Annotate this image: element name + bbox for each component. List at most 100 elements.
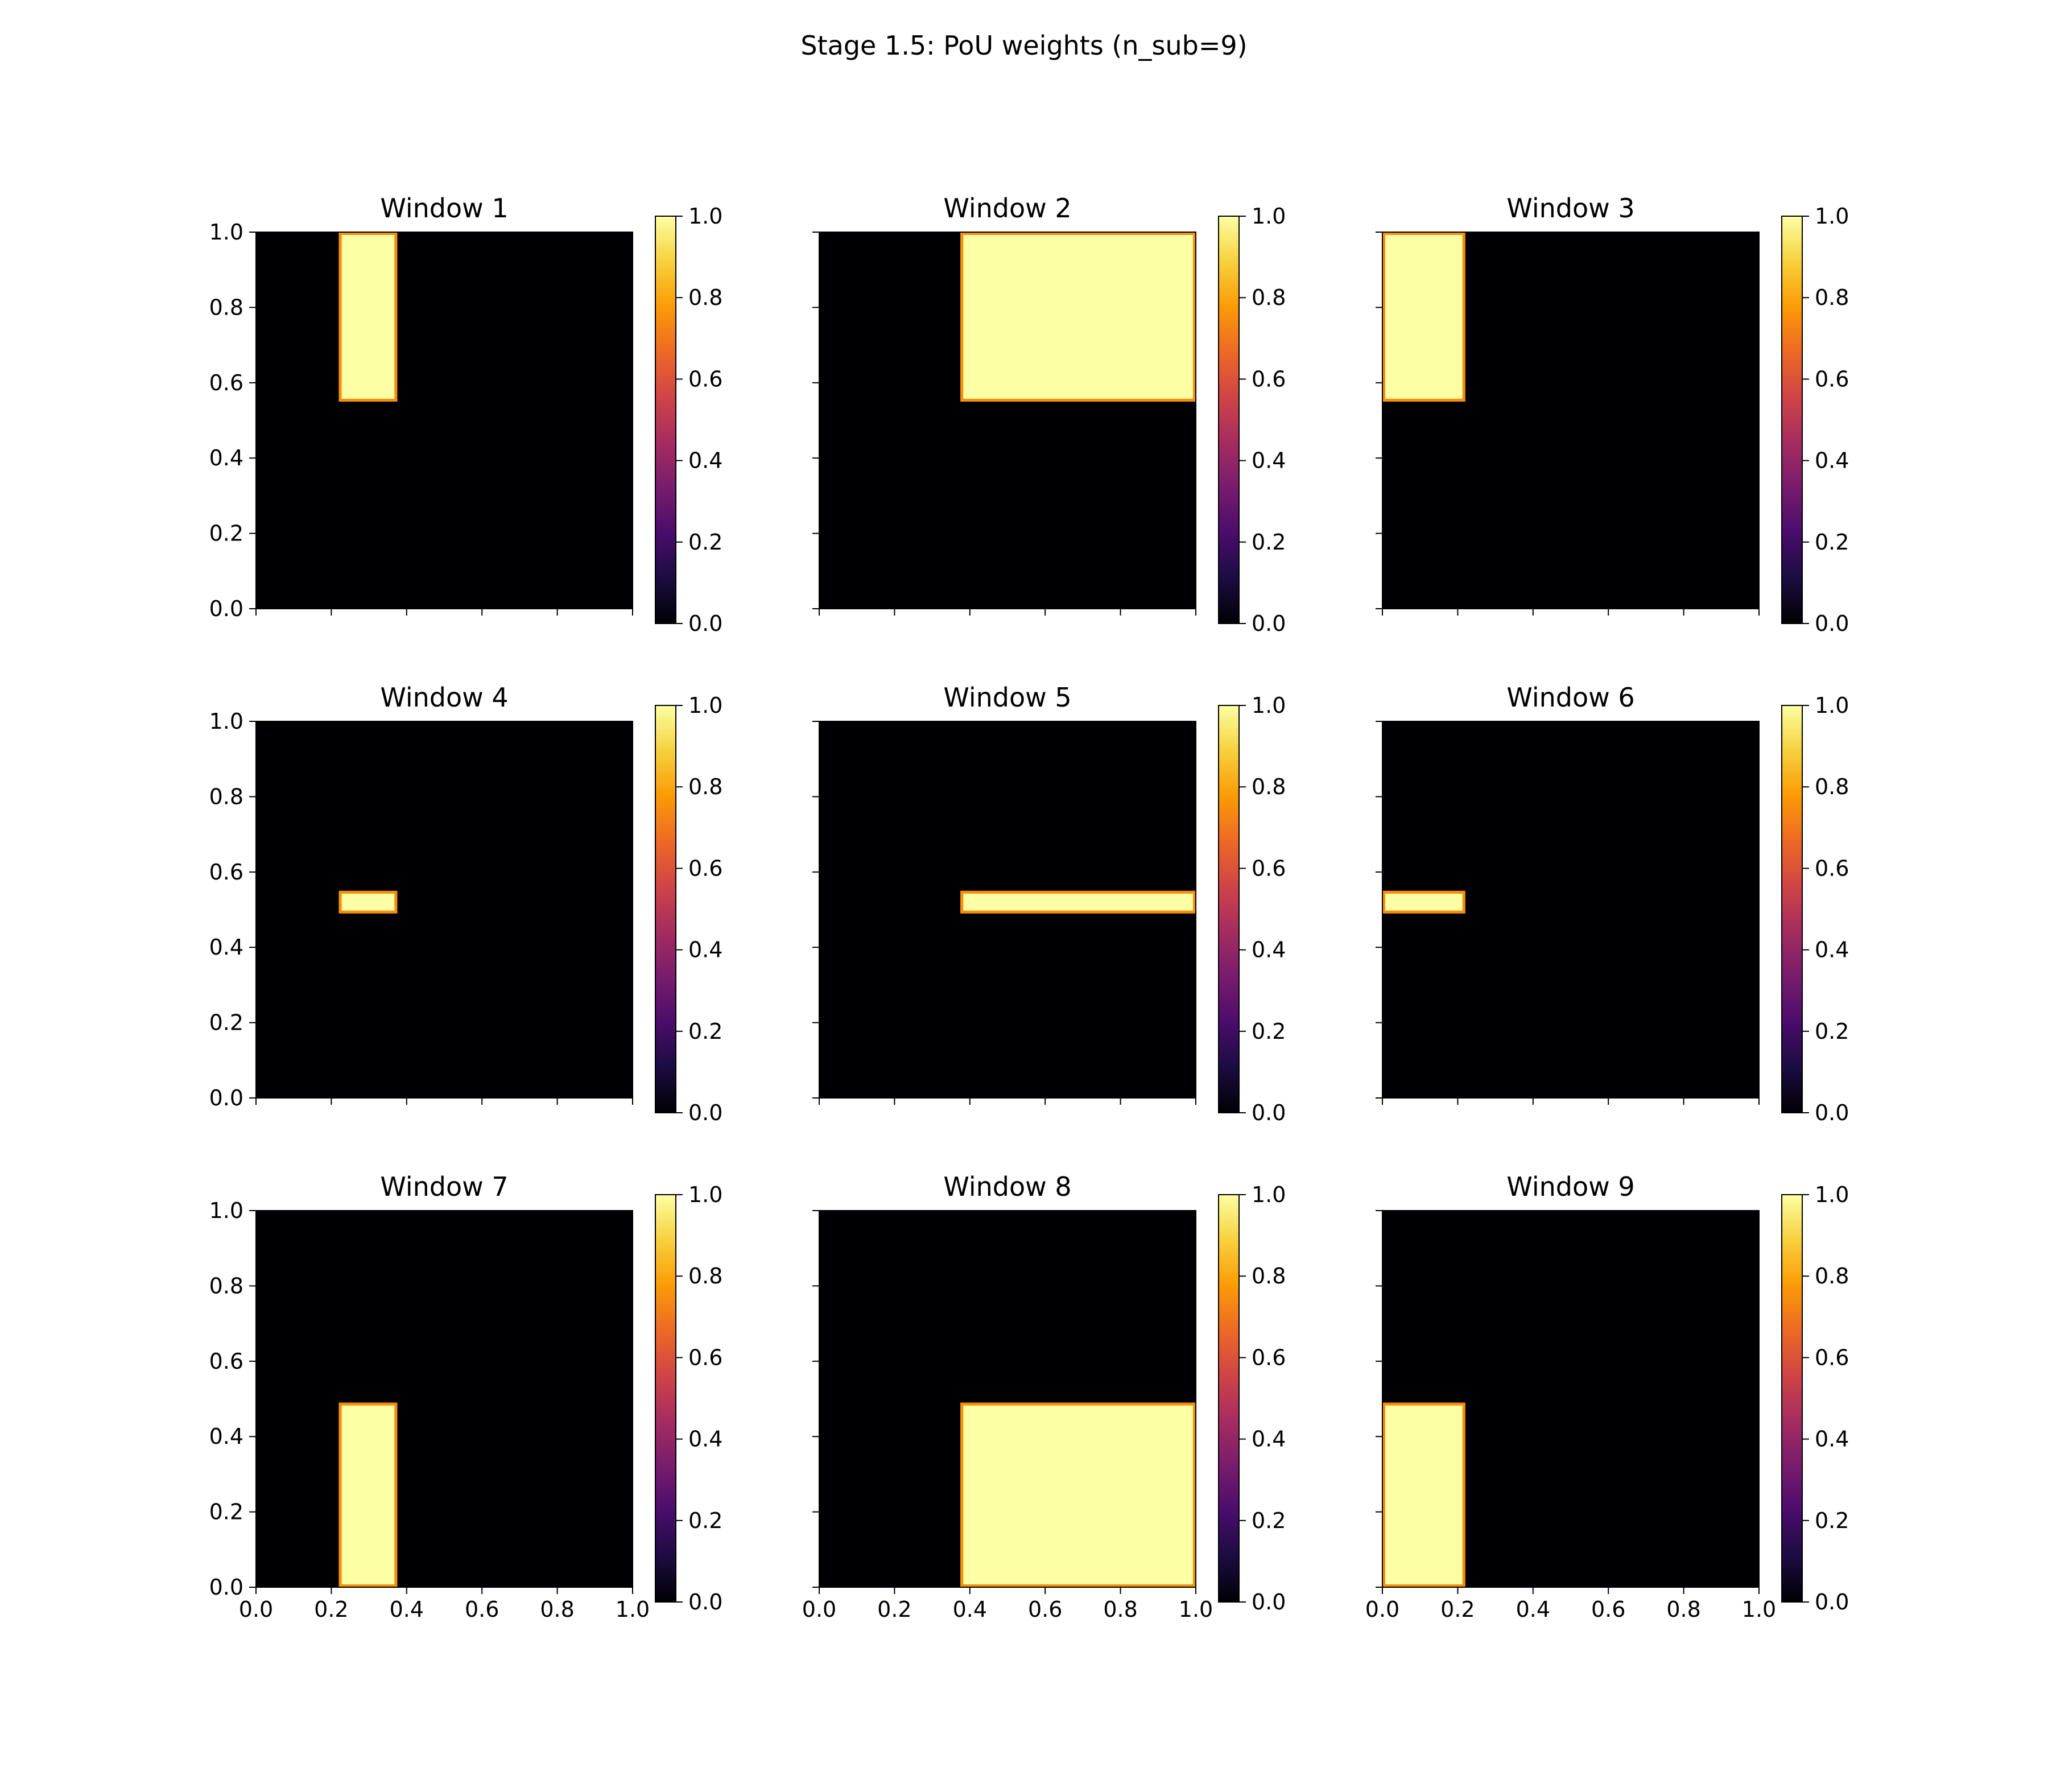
x-tick-label: 0.0 [1365,1597,1399,1622]
colorbar-tick-label: 0.4 [688,448,722,473]
colorbar [655,1195,676,1602]
colorbar-tick-label: 0.4 [1252,938,1286,963]
colorbar-tick-label: 0.8 [688,1264,722,1289]
colorbar-tick-label: 0.2 [688,530,722,555]
colorbar-tick-label: 0.8 [1252,285,1286,310]
colorbar-tick-label: 1.0 [1252,693,1286,718]
colorbar-tick-label: 0.2 [1815,1508,1849,1533]
panel-title: Window 1 [380,193,508,224]
colorbar [1219,216,1239,624]
colorbar-frame [1781,705,1803,1113]
panel-title: Window 2 [943,193,1071,224]
colorbar-tick-label: 0.6 [688,1345,722,1370]
axes-frame [1382,1210,1760,1588]
heatmap-region-edge [1382,232,1465,402]
colorbar-tick-label: 0.4 [1815,448,1849,473]
heatmap-region-edge [960,890,1196,914]
panel-title: Window 6 [1506,682,1634,713]
heatmap-background [256,232,633,609]
panel-title: Window 4 [380,682,508,713]
panels-grid: Window 1 0.0 0.2 0.4 0.6 0.8 1.0 0.0 0.2 0.4 0.6 0.… [209,193,1849,1622]
colorbar [1219,705,1239,1113]
colorbar [1219,1195,1239,1602]
panel-window-8: Window 8 0.0 0.2 0.4 0.6 0.8 1.0 0.0 0.2 0.4 0.6 0.… [802,1171,1286,1622]
colorbar-tick-label: 1.0 [688,693,722,718]
y-tick-label: 0.8 [209,784,243,809]
x-tick-label: 0.2 [877,1597,911,1622]
y-tick-label: 0.8 [209,295,243,320]
heatmap-region-edge [338,1402,398,1588]
colorbar [1782,705,1802,1113]
y-tick-label: 0.6 [209,1349,243,1374]
heatmap-region [960,1402,1196,1587]
colorbar-tick-label: 0.4 [1815,1427,1849,1452]
y-tick-label: 0.4 [209,445,243,470]
colorbar-tick-label: 0.0 [1815,611,1849,636]
x-tick-label: 1.0 [1742,1597,1776,1622]
heatmap-region [960,232,1196,402]
heatmap-region-edge [338,232,398,402]
colorbar-tick-label: 0.4 [688,938,722,963]
x-tick-label: 0.6 [465,1597,499,1622]
colorbar-tick-label: 1.0 [1815,1182,1849,1207]
heatmap-region-edge [1382,890,1465,914]
heatmap-region [960,890,1196,914]
colorbar-tick-label: 0.8 [688,774,722,799]
colorbar-tick-label: 0.0 [688,611,722,636]
colorbar-tick-label: 0.8 [1815,285,1849,310]
colorbar-tick-label: 0.2 [1815,530,1849,555]
colorbar-frame [655,216,676,624]
x-tick-label: 1.0 [616,1597,650,1622]
x-tick-label: 0.4 [1516,1597,1550,1622]
axes-frame [255,232,633,609]
colorbar-tick-label: 0.6 [688,856,722,881]
panel-window-6: Window 6 0.0 0.2 0.4 0.6 0.8 1.0 [1376,682,1849,1125]
x-tick-label: 0.6 [1591,1597,1625,1622]
x-tick-label: 0.0 [802,1597,836,1622]
colorbar-tick-label: 0.2 [688,1508,722,1533]
x-tick-label: 1.0 [1179,1597,1213,1622]
x-tick-label: 0.6 [1028,1597,1062,1622]
x-tick-label: 0.2 [314,1597,348,1622]
colorbar-frame [1218,1194,1240,1603]
panel-title: Window 3 [1506,193,1634,224]
axes-frame [819,232,1196,609]
panel-window-9: Window 9 0.0 0.2 0.4 0.6 0.8 1.0 0.0 0.2 0.4 0.6 0.… [1365,1171,1849,1622]
colorbar-tick-label: 0.6 [1815,366,1849,391]
heatmap-region [338,890,398,914]
axes-frame [255,721,633,1099]
y-tick-label: 0.0 [209,1085,243,1110]
heatmap-region [338,1402,398,1587]
heatmap-region [338,232,398,402]
colorbar-tick-label: 0.6 [1252,856,1286,881]
colorbar-tick-label: 1.0 [1252,1182,1286,1207]
x-tick-label: 0.8 [540,1597,574,1622]
colorbar-tick-label: 1.0 [688,204,722,229]
y-tick-label: 0.2 [209,521,243,546]
y-tick-label: 0.0 [209,1575,243,1600]
colorbar-tick-label: 0.0 [1252,1589,1286,1615]
colorbar [655,705,676,1113]
colorbar-frame [655,1194,676,1603]
heatmap-background [256,721,633,1098]
colorbar-tick-label: 0.4 [1252,448,1286,473]
y-tick-label: 1.0 [209,220,243,245]
colorbar-tick-label: 0.6 [1252,1345,1286,1370]
panel-title: Window 5 [943,682,1071,713]
colorbar-tick-label: 1.0 [1815,204,1849,229]
heatmap-region-edge [338,890,398,914]
colorbar-tick-label: 0.6 [1252,366,1286,391]
colorbar-frame [1218,705,1240,1113]
colorbar [1782,1195,1802,1602]
y-tick-label: 0.2 [209,1500,243,1525]
panel-title: Window 7 [380,1171,508,1202]
figure-title: Stage 1.5: PoU weights (n_sub=9) [800,30,1247,61]
x-tick-label: 0.0 [239,1597,273,1622]
panel-window-2: Window 2 0.0 0.2 0.4 0.6 0.8 1.0 [812,193,1286,636]
heatmap-region [1382,232,1465,402]
axes-frame [819,1210,1196,1588]
colorbar-tick-label: 0.8 [1815,774,1849,799]
colorbar-tick-label: 0.6 [1815,1345,1849,1370]
colorbar-tick-label: 0.0 [688,1100,722,1125]
colorbar-tick-label: 0.2 [1815,1019,1849,1044]
